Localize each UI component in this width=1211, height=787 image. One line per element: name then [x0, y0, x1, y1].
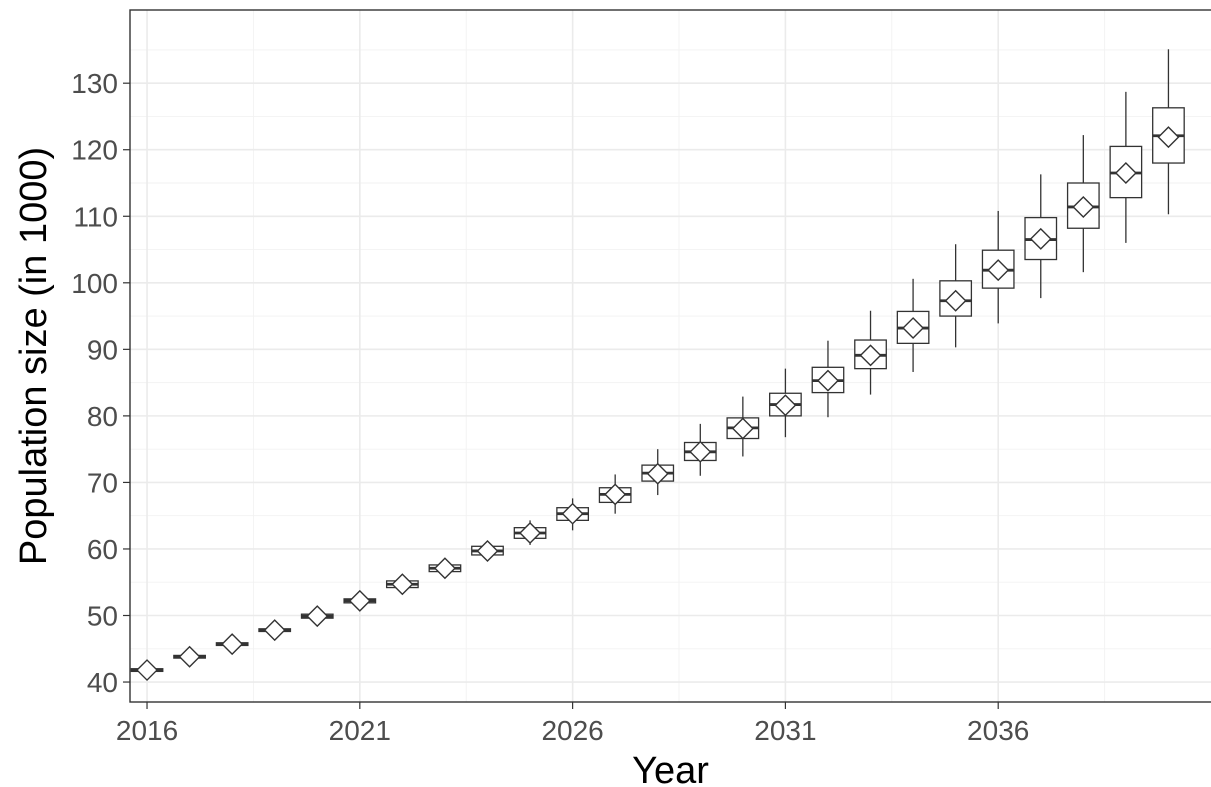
box-plot-item	[173, 645, 206, 668]
mean-diamond-marker	[859, 344, 882, 367]
y-tick-label: 60	[87, 534, 118, 565]
mean-diamond-marker	[561, 502, 584, 525]
mean-diamond-marker	[816, 369, 839, 392]
box-plot-item	[385, 573, 419, 596]
box-plot-item	[811, 340, 845, 418]
mean-diamond-marker	[348, 589, 371, 612]
mean-diamond-marker	[731, 417, 754, 440]
y-tick-label: 110	[73, 201, 118, 232]
grid-lines	[130, 10, 1211, 702]
plot-panel-border	[129, 9, 1211, 703]
y-tick-label: 50	[87, 601, 118, 632]
box-plot-item	[854, 310, 887, 395]
mean-diamond-marker	[646, 462, 669, 485]
box-plot-item	[896, 278, 930, 372]
mean-diamond-marker	[221, 633, 244, 656]
x-tick-label: 2036	[967, 715, 1029, 746]
box-plot-item	[130, 659, 164, 682]
mean-diamond-marker	[604, 483, 627, 506]
box-plot-item	[726, 396, 760, 457]
y-tick-label: 90	[87, 334, 118, 365]
box-plot-item	[215, 633, 249, 656]
x-tick-label: 2021	[329, 715, 391, 746]
y-axis-title: Population size (in 1000)	[13, 147, 55, 565]
mean-diamond-marker	[136, 659, 159, 682]
mean-diamond-marker	[689, 440, 712, 463]
mean-diamond-marker	[902, 317, 925, 340]
y-tick-label: 40	[87, 667, 118, 698]
y-tick-label: 70	[87, 467, 118, 498]
box-plot-item	[513, 520, 547, 545]
y-tick-label: 120	[71, 135, 118, 166]
mean-diamond-marker	[774, 394, 797, 417]
mean-diamond-marker	[944, 289, 967, 312]
box-plot-item	[343, 589, 377, 612]
box-plot-item	[1024, 174, 1058, 299]
box-plot-item	[300, 605, 334, 628]
box-plot-item	[598, 474, 632, 514]
mean-diamond-marker	[433, 557, 456, 580]
box-plot-item	[939, 244, 973, 348]
mean-diamond-marker	[476, 539, 499, 562]
box-plot-item	[769, 368, 802, 438]
box-plot-item	[1152, 49, 1185, 215]
box-plot-item	[981, 210, 1015, 324]
axes: 40 50 60 70 80 90 100 110 120 130 2016 2021 2026 2031…	[71, 68, 1029, 746]
box-plot-item	[556, 498, 590, 531]
mean-diamond-marker	[391, 573, 414, 596]
box-plot-item	[258, 619, 292, 642]
box-plot-item	[1066, 135, 1100, 273]
mean-diamond-marker	[1114, 162, 1137, 185]
box-plot-item	[641, 449, 675, 496]
mean-diamond-marker	[519, 522, 542, 544]
y-tick-label: 130	[71, 68, 118, 99]
mean-diamond-marker	[263, 619, 286, 642]
box-plot-item	[471, 539, 504, 562]
x-tick-label: 2016	[116, 715, 178, 746]
mean-diamond-marker	[178, 645, 201, 668]
x-axis-title: Year	[632, 750, 709, 787]
mean-diamond-marker	[987, 259, 1010, 282]
box-plot-item	[1109, 91, 1143, 243]
box-plot-item	[428, 557, 462, 580]
y-tick-label: 80	[87, 401, 118, 432]
mean-diamond-marker	[1029, 227, 1052, 250]
y-tick-label: 100	[71, 268, 118, 299]
x-tick-label: 2026	[541, 715, 603, 746]
box-plot-item	[683, 423, 717, 476]
mean-diamond-marker	[1157, 126, 1180, 149]
mean-diamond-marker	[1072, 195, 1095, 218]
mean-diamond-marker	[306, 605, 329, 628]
x-tick-label: 2031	[754, 715, 816, 746]
box-plot-series	[130, 49, 1185, 682]
